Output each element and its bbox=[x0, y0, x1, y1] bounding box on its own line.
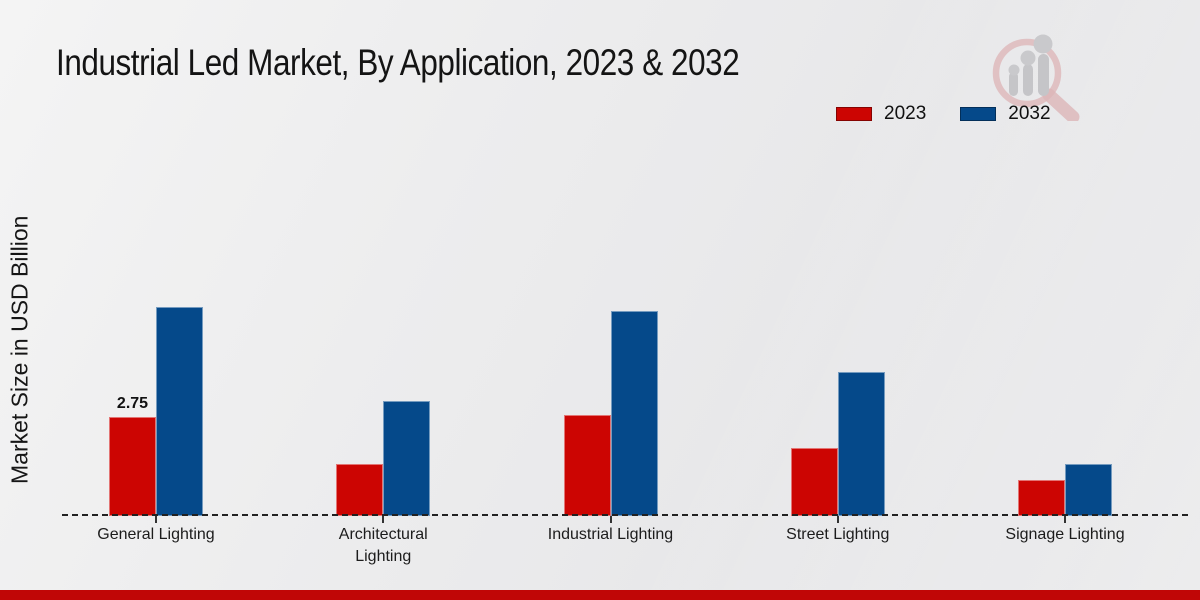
legend-item-2032: 2032 bbox=[960, 103, 1051, 125]
legend: 2023 2032 bbox=[836, 103, 1051, 125]
x-tick-label-signage-lighting: Signage Lighting bbox=[1005, 526, 1125, 543]
logo-bar-large bbox=[1038, 54, 1049, 96]
bar-2032-street-lighting bbox=[837, 372, 885, 516]
logo-dot-small bbox=[1008, 64, 1020, 76]
bar-value-label: 2.75 bbox=[116, 395, 149, 412]
x-axis-tick-general-lighting bbox=[155, 516, 157, 523]
legend-swatch-2032 bbox=[960, 107, 997, 121]
logo-bar-medium bbox=[1023, 64, 1033, 96]
legend-label-2032: 2032 bbox=[1008, 103, 1051, 124]
x-axis-tick-architectural-lighting bbox=[382, 516, 385, 523]
x-axis-tick-signage-lighting bbox=[1064, 516, 1066, 523]
x-axis-tick-industrial-lighting bbox=[609, 516, 612, 523]
x-tick-label-general-lighting: General Lighting bbox=[97, 526, 215, 543]
magnifier-handle-icon bbox=[1042, 88, 1080, 121]
bar-2023-industrial-lighting bbox=[563, 415, 611, 516]
logo-bar-small bbox=[1009, 72, 1018, 96]
logo-dot-large bbox=[1033, 34, 1053, 54]
legend-label-2023: 2023 bbox=[884, 103, 927, 124]
magnifier-ring-icon bbox=[992, 38, 1062, 108]
bar-2032-general-lighting bbox=[156, 307, 203, 516]
x-tick-label-architectural-lighting: Architectural Lighting bbox=[338, 526, 428, 565]
x-axis-tick-street-lighting bbox=[836, 516, 839, 523]
logo-dot-medium bbox=[1020, 50, 1036, 66]
bar-2023-general-lighting bbox=[109, 417, 156, 516]
bar-2023-signage-lighting bbox=[1018, 480, 1065, 516]
bar-2032-architectural-lighting bbox=[383, 400, 431, 516]
legend-item-2023: 2023 bbox=[836, 103, 926, 125]
bar-2023-architectural-lighting bbox=[336, 463, 384, 516]
brand-watermark-icon bbox=[992, 34, 1080, 121]
x-axis-baseline bbox=[62, 514, 1188, 516]
bar-2032-industrial-lighting bbox=[610, 310, 658, 516]
x-tick-label-street-lighting: Street Lighting bbox=[786, 526, 890, 543]
legend-swatch-2023 bbox=[836, 107, 872, 121]
bar-2032-signage-lighting bbox=[1065, 463, 1112, 516]
bar-2023-street-lighting bbox=[790, 447, 838, 516]
x-tick-label-industrial-lighting: Industrial Lighting bbox=[547, 526, 674, 543]
footer-accent-bar bbox=[0, 590, 1200, 600]
chart-title: Industrial Led Market, By Application, 2… bbox=[56, 42, 740, 83]
